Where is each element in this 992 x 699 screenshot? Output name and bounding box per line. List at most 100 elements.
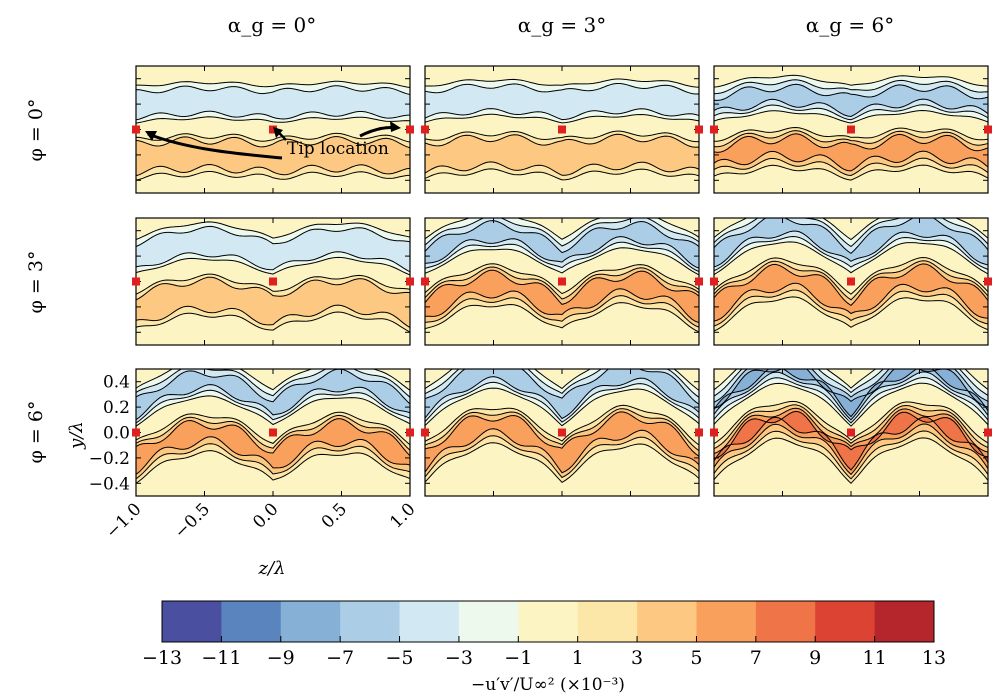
tip-marker (710, 125, 718, 134)
x-tick-label: −0.5 (171, 499, 214, 542)
colorbar-segment (637, 601, 697, 642)
contour-band-positive (136, 276, 410, 329)
colorbar-tick-label: −7 (326, 647, 354, 669)
column-title: α_g = 6° (806, 13, 895, 37)
colorbar-tick-label: 7 (750, 647, 762, 669)
tip-marker (984, 125, 992, 134)
contour-panel (421, 65, 703, 194)
tip-marker (269, 125, 277, 134)
contour-band-negative (425, 369, 699, 423)
contour-band-positive (714, 133, 988, 172)
contour-band-positive (136, 418, 410, 476)
colorbar-segment (696, 601, 757, 642)
contour-panel (710, 217, 992, 346)
y-tick-label: 0.4 (103, 373, 130, 393)
tip-location-label: Tip location (287, 139, 389, 159)
contour-band-negative (714, 218, 988, 268)
tip-marker (695, 428, 703, 437)
contour-band-negative (714, 369, 988, 418)
contour-band-negative (714, 83, 988, 118)
arrow-head (273, 127, 283, 138)
arrow-head (390, 121, 401, 132)
annotation-arrow (147, 132, 283, 160)
tip-marker (984, 428, 992, 437)
y-tick-label: 0.2 (103, 398, 130, 418)
contour-band-positive (714, 410, 988, 471)
tip-marker (406, 277, 414, 286)
tip-marker (132, 277, 140, 286)
contour-band-positive (425, 133, 699, 176)
contour-band-negative (136, 225, 410, 273)
tip-marker (695, 125, 703, 134)
tip-marker (847, 428, 855, 437)
colorbar-tick-label: 13 (922, 647, 946, 669)
tip-marker (984, 277, 992, 286)
x-tick-label: 0.0 (249, 499, 282, 532)
x-tick-label: 1.0 (386, 499, 419, 532)
y-tick-label: −0.2 (89, 449, 130, 469)
colorbar-tick-label: −5 (386, 647, 414, 669)
colorbar-tick-label: −11 (201, 647, 241, 669)
tip-marker (421, 125, 429, 134)
contour-band-positive (425, 411, 699, 474)
tip-marker (710, 428, 718, 437)
colorbar-segment (518, 601, 579, 642)
tip-marker (132, 125, 140, 134)
tip-marker (421, 428, 429, 437)
colorbar-label: −u′v′/U∞² (×10⁻³) (471, 675, 625, 695)
tip-marker (132, 428, 140, 437)
tip-marker (710, 277, 718, 286)
column-title: α_g = 3° (518, 13, 607, 37)
colorbar-segment (577, 601, 638, 642)
tip-marker (847, 277, 855, 286)
contour-band-negative (425, 83, 699, 121)
colorbar-tick-label: −9 (267, 647, 295, 669)
colorbar-segment (280, 601, 341, 642)
tip-marker (406, 428, 414, 437)
column-title: α_g = 0° (228, 13, 317, 37)
tip-marker (421, 277, 429, 286)
tip-marker (406, 125, 414, 134)
colorbar: −13 −11 −9 −7 −5 −3 −1 1 3 5 7 9 11 13 (142, 600, 946, 669)
contour-band-negative (425, 220, 699, 269)
contour-panel (421, 368, 703, 497)
colorbar-segment (815, 601, 876, 642)
colorbar-tick-label: −13 (142, 647, 182, 669)
contour-band-positive (714, 407, 988, 476)
tip-marker (558, 277, 566, 286)
arrow-head (145, 131, 157, 141)
tip-marker (558, 125, 566, 134)
colorbar-frame (161, 600, 935, 643)
colorbar-segment (399, 601, 460, 642)
tip-marker (269, 277, 277, 286)
x-axis-label: z/λ (258, 558, 286, 579)
contour-panel (710, 65, 992, 194)
colorbar-tick-label: 9 (809, 647, 821, 669)
colorbar-segment (458, 601, 519, 642)
colorbar-segment (221, 601, 282, 642)
contour-panels: 0.4 0.2 0.0 −0.2 −0.4 −1.0 −0.5 0.0 0.5 1.0 (89, 65, 992, 543)
y-tick-label: −0.4 (89, 474, 130, 494)
colorbar-tick-label: 5 (690, 647, 702, 669)
x-tick-label: 0.5 (318, 499, 351, 532)
contour-panel (421, 217, 703, 346)
contour-panel (710, 368, 992, 497)
x-tick-label: −1.0 (102, 499, 145, 542)
contour-band-negative (136, 369, 410, 421)
tip-marker (558, 428, 566, 437)
tip-location-annotation: Tip location (145, 121, 401, 160)
contour-band-negative (714, 369, 988, 424)
colorbar-segment (340, 601, 401, 642)
tip-marker (695, 277, 703, 286)
colorbar-tick-label: −3 (445, 647, 473, 669)
tip-marker (269, 428, 277, 437)
tip-marker (847, 125, 855, 134)
contour-panel (132, 217, 414, 346)
contour-band-positive (425, 269, 699, 324)
row-title: φ = 3° (25, 251, 47, 314)
row-title: φ = 6° (25, 401, 47, 464)
colorbar-tick-label: 3 (631, 647, 643, 669)
colorbar-segment (874, 601, 935, 642)
colorbar-tick-label: 11 (863, 647, 887, 669)
